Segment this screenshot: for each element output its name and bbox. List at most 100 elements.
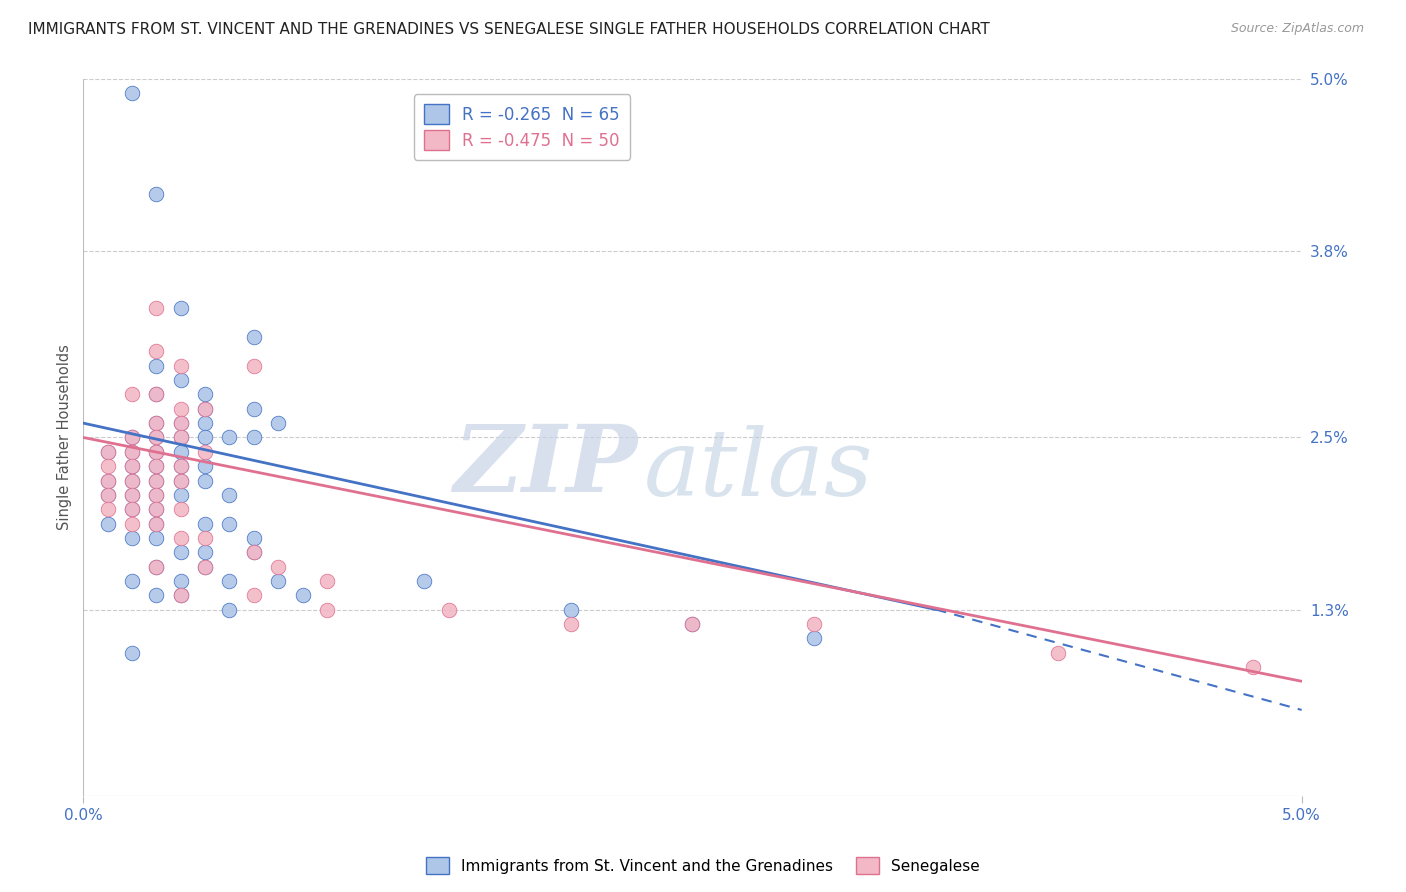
Legend: Immigrants from St. Vincent and the Grenadines, Senegalese: Immigrants from St. Vincent and the Gren… bbox=[420, 851, 986, 880]
Point bbox=[194, 401, 217, 416]
Point bbox=[194, 559, 217, 574]
Legend: R = -0.265  N = 65, R = -0.475  N = 50: R = -0.265 N = 65, R = -0.475 N = 50 bbox=[413, 95, 630, 160]
Point bbox=[121, 445, 143, 459]
Point bbox=[194, 387, 217, 401]
Point bbox=[170, 416, 193, 430]
Point bbox=[121, 430, 143, 444]
Point bbox=[194, 401, 217, 416]
Point bbox=[97, 459, 120, 474]
Point bbox=[121, 430, 143, 444]
Point bbox=[145, 186, 167, 201]
Point bbox=[145, 430, 167, 444]
Point bbox=[145, 502, 167, 516]
Point bbox=[218, 430, 240, 444]
Text: atlas: atlas bbox=[644, 425, 873, 515]
Point bbox=[145, 301, 167, 316]
Point bbox=[170, 430, 193, 444]
Point bbox=[145, 588, 167, 602]
Point bbox=[145, 416, 167, 430]
Point bbox=[145, 559, 167, 574]
Point bbox=[170, 588, 193, 602]
Point bbox=[170, 459, 193, 474]
Point bbox=[170, 502, 193, 516]
Point bbox=[121, 87, 143, 101]
Point bbox=[121, 502, 143, 516]
Point bbox=[97, 516, 120, 531]
Point bbox=[145, 359, 167, 373]
Point bbox=[194, 559, 217, 574]
Point bbox=[170, 430, 193, 444]
Point bbox=[243, 531, 266, 545]
Point bbox=[121, 488, 143, 502]
Point bbox=[170, 416, 193, 430]
Point bbox=[145, 445, 167, 459]
Point bbox=[121, 387, 143, 401]
Y-axis label: Single Father Households: Single Father Households bbox=[58, 344, 72, 531]
Point bbox=[145, 488, 167, 502]
Point bbox=[170, 531, 193, 545]
Point bbox=[170, 474, 193, 488]
Point bbox=[97, 445, 120, 459]
Point bbox=[194, 531, 217, 545]
Point bbox=[681, 616, 703, 631]
Point bbox=[145, 387, 167, 401]
Point bbox=[121, 502, 143, 516]
Point bbox=[243, 430, 266, 444]
Point bbox=[1046, 646, 1069, 660]
Point bbox=[170, 574, 193, 588]
Point bbox=[218, 488, 240, 502]
Point bbox=[170, 445, 193, 459]
Point bbox=[121, 488, 143, 502]
Point bbox=[413, 574, 436, 588]
Point bbox=[170, 401, 193, 416]
Point bbox=[243, 359, 266, 373]
Point bbox=[121, 531, 143, 545]
Point bbox=[121, 574, 143, 588]
Point bbox=[170, 301, 193, 316]
Text: IMMIGRANTS FROM ST. VINCENT AND THE GRENADINES VS SENEGALESE SINGLE FATHER HOUSE: IMMIGRANTS FROM ST. VINCENT AND THE GREN… bbox=[28, 22, 990, 37]
Point bbox=[97, 445, 120, 459]
Point bbox=[170, 588, 193, 602]
Point bbox=[170, 474, 193, 488]
Point bbox=[145, 516, 167, 531]
Point bbox=[267, 559, 290, 574]
Point bbox=[145, 459, 167, 474]
Point bbox=[316, 574, 339, 588]
Point bbox=[145, 430, 167, 444]
Point bbox=[170, 459, 193, 474]
Point bbox=[194, 445, 217, 459]
Point bbox=[1241, 660, 1264, 674]
Point bbox=[170, 373, 193, 387]
Point bbox=[145, 387, 167, 401]
Point bbox=[218, 602, 240, 616]
Point bbox=[121, 459, 143, 474]
Point bbox=[121, 474, 143, 488]
Point bbox=[560, 602, 582, 616]
Text: ZIP: ZIP bbox=[453, 421, 638, 511]
Point bbox=[218, 516, 240, 531]
Point bbox=[437, 602, 460, 616]
Point bbox=[145, 474, 167, 488]
Point bbox=[145, 488, 167, 502]
Point bbox=[243, 545, 266, 559]
Point bbox=[194, 459, 217, 474]
Point bbox=[803, 632, 825, 646]
Point bbox=[243, 588, 266, 602]
Point bbox=[97, 474, 120, 488]
Point bbox=[194, 516, 217, 531]
Point bbox=[121, 646, 143, 660]
Point bbox=[316, 602, 339, 616]
Point bbox=[145, 459, 167, 474]
Point bbox=[145, 559, 167, 574]
Point bbox=[194, 474, 217, 488]
Point bbox=[170, 359, 193, 373]
Text: Source: ZipAtlas.com: Source: ZipAtlas.com bbox=[1230, 22, 1364, 36]
Point bbox=[218, 574, 240, 588]
Point bbox=[97, 502, 120, 516]
Point bbox=[560, 616, 582, 631]
Point bbox=[121, 459, 143, 474]
Point bbox=[145, 516, 167, 531]
Point bbox=[194, 545, 217, 559]
Point bbox=[291, 588, 314, 602]
Point bbox=[121, 445, 143, 459]
